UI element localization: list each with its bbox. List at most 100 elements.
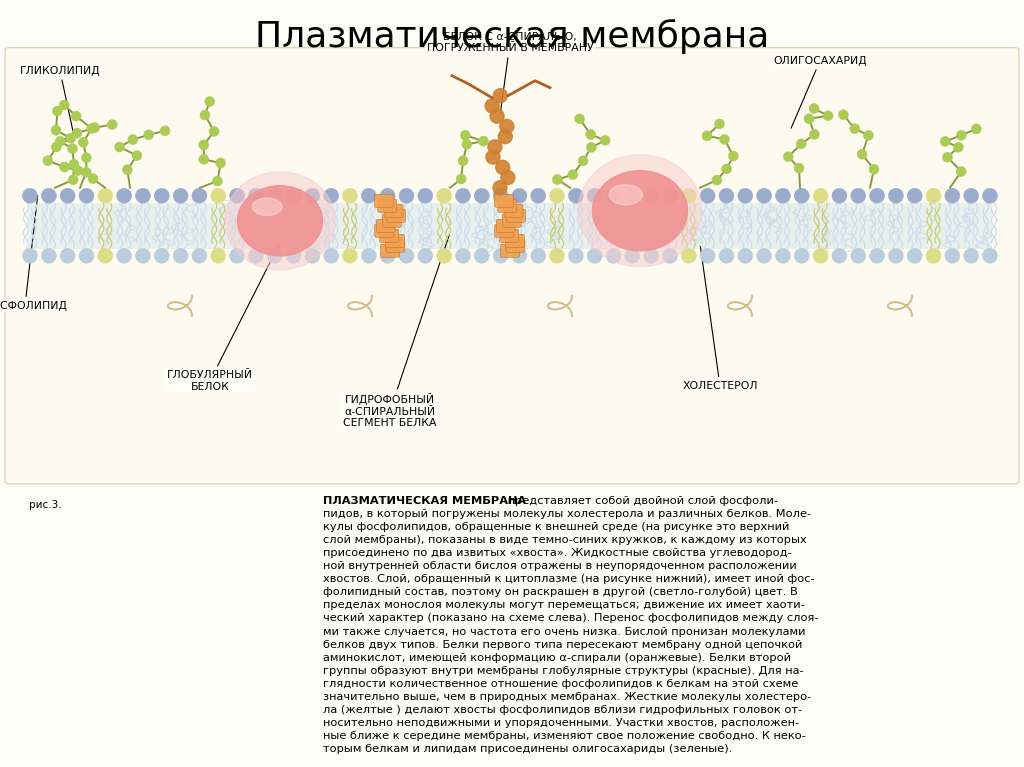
Circle shape: [644, 249, 658, 263]
Circle shape: [512, 188, 527, 203]
Circle shape: [418, 188, 433, 203]
Circle shape: [79, 249, 94, 263]
Circle shape: [715, 119, 725, 129]
Circle shape: [700, 249, 715, 263]
Circle shape: [286, 249, 301, 263]
Circle shape: [587, 249, 602, 263]
Text: ческий характер (показано на схеме слева). Перенос фосфолипидов между слоя-: ческий характер (показано на схеме слева…: [323, 614, 818, 624]
Circle shape: [964, 188, 979, 203]
Circle shape: [775, 249, 791, 263]
Circle shape: [720, 134, 729, 144]
Circle shape: [719, 188, 734, 203]
Circle shape: [23, 188, 38, 203]
Circle shape: [456, 188, 470, 203]
Circle shape: [78, 137, 88, 147]
Circle shape: [568, 170, 578, 179]
Circle shape: [115, 142, 125, 152]
Circle shape: [380, 249, 395, 263]
Circle shape: [493, 181, 507, 195]
Circle shape: [964, 249, 979, 263]
FancyBboxPatch shape: [375, 224, 394, 237]
Circle shape: [418, 249, 433, 263]
Circle shape: [342, 249, 357, 263]
Circle shape: [795, 249, 809, 263]
Circle shape: [869, 188, 885, 203]
Ellipse shape: [579, 155, 701, 267]
Circle shape: [361, 249, 377, 263]
FancyBboxPatch shape: [501, 244, 519, 257]
Circle shape: [813, 249, 828, 263]
FancyBboxPatch shape: [504, 204, 523, 217]
Circle shape: [702, 131, 712, 141]
Circle shape: [813, 188, 828, 203]
FancyBboxPatch shape: [498, 199, 517, 212]
Circle shape: [775, 188, 791, 203]
Circle shape: [663, 188, 678, 203]
Circle shape: [728, 151, 738, 161]
Circle shape: [23, 249, 38, 263]
Text: значительно выше, чем в природных мембранах. Жесткие молекулы холестеро-: значительно выше, чем в природных мембра…: [323, 692, 811, 702]
Circle shape: [52, 106, 62, 116]
Circle shape: [681, 188, 696, 203]
Circle shape: [216, 158, 225, 168]
Circle shape: [305, 249, 319, 263]
Circle shape: [606, 249, 621, 263]
Circle shape: [972, 123, 981, 134]
Circle shape: [926, 188, 941, 203]
FancyBboxPatch shape: [500, 229, 518, 242]
Circle shape: [380, 188, 395, 203]
Text: белков двух типов. Белки первого типа пересекают мембрану одной цепочкой: белков двух типов. Белки первого типа пе…: [323, 640, 802, 650]
Circle shape: [494, 188, 508, 203]
Circle shape: [956, 130, 967, 140]
Ellipse shape: [224, 172, 335, 270]
Circle shape: [804, 114, 814, 123]
Circle shape: [43, 156, 53, 166]
Text: ной внутренней области бислоя отражены в неупорядоченном расположении: ной внутренней области бислоя отражены в…: [323, 561, 797, 571]
Circle shape: [212, 176, 222, 186]
Circle shape: [51, 142, 61, 152]
Circle shape: [324, 249, 339, 263]
FancyBboxPatch shape: [503, 214, 521, 227]
Circle shape: [587, 143, 596, 153]
Circle shape: [117, 249, 132, 263]
Circle shape: [809, 104, 819, 114]
Circle shape: [173, 188, 188, 203]
Circle shape: [712, 175, 722, 185]
Circle shape: [399, 249, 414, 263]
Circle shape: [945, 249, 959, 263]
Circle shape: [82, 153, 91, 163]
Circle shape: [462, 140, 472, 150]
Circle shape: [494, 89, 507, 103]
Circle shape: [982, 249, 997, 263]
FancyBboxPatch shape: [376, 219, 395, 232]
Text: Плазматическая мембрана: Плазматическая мембрана: [255, 19, 769, 54]
Circle shape: [797, 139, 806, 149]
Text: ПЛАЗМАТИЧЕСКАЯ МЕМБРАНА: ПЛАЗМАТИЧЕСКАЯ МЕМБРАНА: [323, 496, 525, 506]
Circle shape: [574, 114, 585, 124]
FancyBboxPatch shape: [381, 244, 399, 257]
Circle shape: [128, 135, 138, 145]
Circle shape: [501, 170, 515, 185]
Circle shape: [940, 137, 950, 146]
Circle shape: [98, 188, 113, 203]
Circle shape: [568, 249, 584, 263]
Circle shape: [550, 188, 564, 203]
Circle shape: [87, 123, 96, 133]
Circle shape: [72, 128, 82, 138]
Text: носительно неподвижными и упорядоченными. Участки хвостов, расположен-: носительно неподвижными и упорядоченными…: [323, 718, 799, 728]
Circle shape: [625, 249, 640, 263]
Text: присоединено по два извитых «хвоста». Жидкостные свойства углеводород-: присоединено по два извитых «хвоста». Жи…: [323, 548, 792, 558]
Circle shape: [229, 249, 245, 263]
Circle shape: [809, 130, 819, 140]
Circle shape: [399, 188, 414, 203]
Text: слой мембраны), показаны в виде темно-синих кружков, к каждому из которых: слой мембраны), показаны в виде темно-си…: [323, 535, 806, 545]
Circle shape: [132, 150, 142, 160]
Circle shape: [361, 188, 377, 203]
Circle shape: [342, 188, 357, 203]
Circle shape: [286, 188, 301, 203]
FancyBboxPatch shape: [495, 224, 514, 237]
FancyBboxPatch shape: [5, 48, 1019, 484]
Circle shape: [160, 126, 170, 136]
Circle shape: [579, 156, 588, 166]
Circle shape: [199, 140, 209, 150]
